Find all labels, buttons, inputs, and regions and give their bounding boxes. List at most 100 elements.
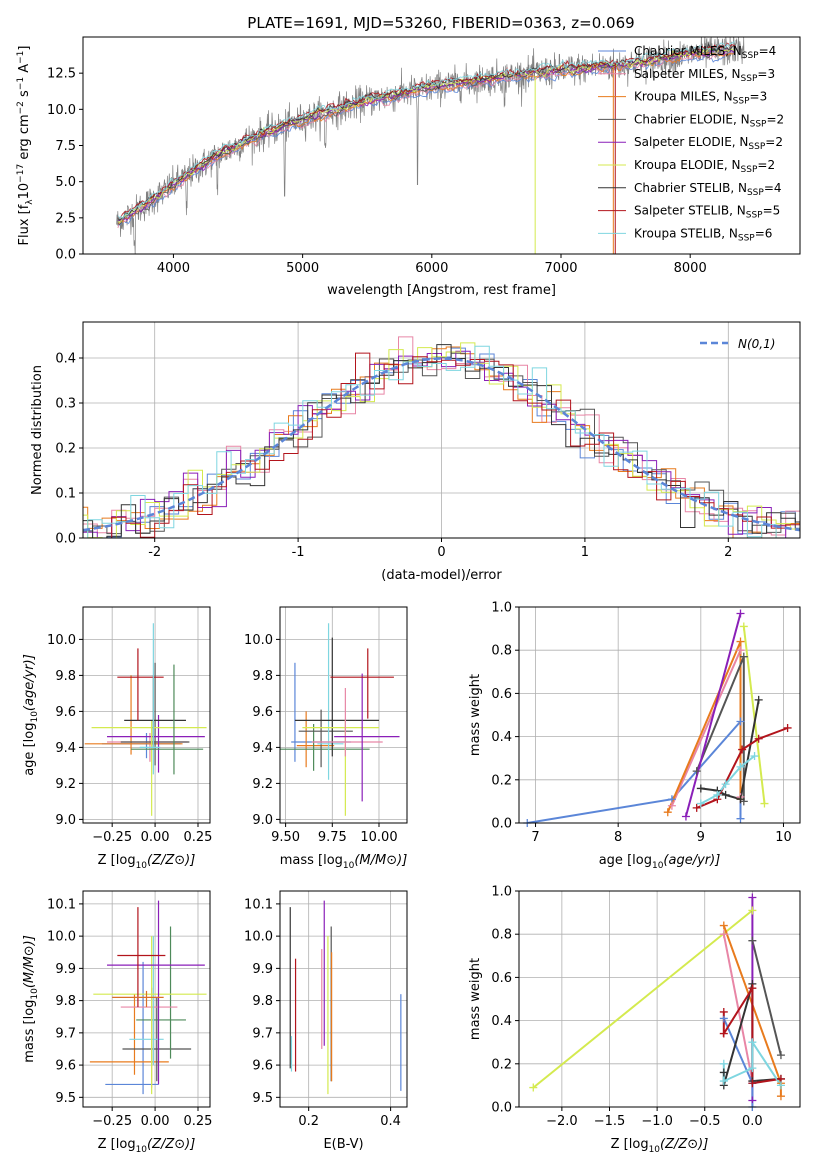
- weight-line-kroupa-elodie: [532, 909, 754, 1089]
- x-tick-label: 10: [775, 830, 792, 845]
- x-tick-label: 0.0: [742, 1114, 763, 1129]
- x-tick-label: −1.5: [594, 1114, 626, 1129]
- x-axis-label: Z [log10(Z/Z⊙)]: [98, 853, 196, 871]
- y-tick-label: 0.0: [491, 817, 512, 832]
- panel-age_vs_mass: 9.50 9.75 10.00 9.0 9.2 9.4 9.6 9.8 10.0 mass [lo…: [244, 606, 408, 871]
- weight-marker: [750, 752, 759, 761]
- weight-marker: [692, 767, 701, 776]
- y-tick-label: 0.6: [491, 687, 512, 702]
- weight-marker: [721, 790, 730, 799]
- x-tick-label: 0.4: [380, 1114, 401, 1129]
- weight-marker: [748, 984, 757, 993]
- y-tick-label: 5.0: [55, 175, 76, 190]
- legend-entry: Kroupa STELIB, NSSP=6: [634, 226, 772, 243]
- x-axis-label: mass [log10(M/M⊙)]: [280, 853, 408, 871]
- x-axis-label: Z [log10(Z/Z⊙)]: [98, 1137, 196, 1155]
- x-axis-label: age [log10(age/yr)]: [599, 853, 721, 871]
- weight-marker: [719, 1007, 728, 1016]
- y-tick-label: 9.7: [252, 1026, 273, 1041]
- axes-frame: [279, 606, 408, 824]
- histogram-kroupa-stelib: [83, 345, 800, 538]
- histogram-salpeter-stelib: [83, 352, 800, 538]
- y-tick-label: 9.6: [55, 705, 76, 720]
- panel-age_vs_Z: −0.25 0.00 0.25 9.0 9.2 9.4 9.6 9.8 10.0 Z [log10…: [22, 606, 212, 871]
- weight-marker: [719, 1068, 728, 1077]
- axes-frame: [82, 890, 211, 1108]
- weight-line-kroupa-elodie: [742, 626, 766, 804]
- weight-line-salpeter-miles: [670, 649, 742, 807]
- legend-entry: Kroupa MILES, NSSP=3: [634, 90, 767, 107]
- panel-massweight_vs_age: 7 8 9 10 0.0 0.2 0.4 0.6 0.8 1.0 age [log10(age/yr…: [468, 601, 801, 871]
- y-tick-label: 0.4: [55, 352, 76, 367]
- weight-marker: [748, 893, 757, 902]
- x-axis-label: wavelength [Angstrom, rest frame]: [327, 283, 556, 298]
- x-tick-label: 9.75: [318, 830, 347, 845]
- x-tick-label: 10.00: [360, 830, 397, 845]
- chart-title: PLATE=1691, MJD=53260, FIBERID=0363, z=0…: [247, 14, 634, 32]
- x-tick-label: −0.25: [92, 1114, 132, 1129]
- x-tick-label: 0.25: [184, 1114, 213, 1129]
- weight-marker: [760, 799, 769, 808]
- weight-marker: [748, 1079, 757, 1088]
- y-tick-label: 9.2: [252, 777, 273, 792]
- legend-entry: Chabrier MILES, NSSP=4: [634, 44, 776, 61]
- panel-spectrum: 4000 5000 6000 7000 8000 0.0 2.5 5.0 7.5 10.0 12.5…: [16, 14, 801, 298]
- axes-frame: [518, 890, 801, 1108]
- x-tick-label: 7: [531, 830, 539, 845]
- weight-marker: [736, 795, 745, 804]
- weight-marker: [719, 930, 728, 939]
- axes-frame: [82, 321, 801, 539]
- weight-marker: [681, 812, 690, 821]
- y-tick-label: 9.5: [55, 1091, 76, 1106]
- y-tick-label: 9.6: [55, 1059, 76, 1074]
- model-spectrum-kroupa-elodie: [117, 47, 736, 224]
- plot-area: [84, 623, 207, 816]
- weight-marker: [738, 745, 747, 754]
- y-axis-label: mass weight: [468, 674, 483, 756]
- weight-marker: [529, 1083, 538, 1092]
- axes-frame: [82, 36, 801, 255]
- weight-marker: [776, 1051, 785, 1060]
- histogram-kroupa-elodie: [83, 342, 800, 538]
- y-tick-label: 9.6: [252, 1059, 273, 1074]
- panel-massweight_vs_Z: −2.0 −1.5 −1.0 −0.5 0.0 0.0 0.2 0.4 0.6 0.8 1.0 Z […: [468, 885, 801, 1155]
- x-tick-label: 7000: [544, 261, 577, 276]
- y-tick-label: 0.8: [491, 644, 512, 659]
- y-tick-label: 9.9: [55, 962, 76, 977]
- legend-entry: N(0,1): [738, 337, 775, 351]
- x-axis-label: E(B-V): [323, 1137, 363, 1152]
- y-tick-label: 0.2: [55, 442, 76, 457]
- plot-area: [116, 37, 745, 254]
- y-tick-label: 9.8: [55, 994, 76, 1009]
- panel-residuals: -2 -1 0 1 2 0.0 0.1 0.2 0.3 0.4 N(0,1) (data-model)…: [30, 321, 801, 583]
- panel-mass_vs_ebv: 0.2 0.4 9.5 9.6 9.7 9.8 9.9 10.0 10.1 E(B-V): [244, 890, 408, 1152]
- histogram-chabrier-stelib: [83, 344, 800, 538]
- y-tick-label: 0.4: [491, 730, 512, 745]
- plot-area: [280, 623, 400, 816]
- y-tick-label: 10.0: [244, 633, 273, 648]
- y-tick-label: 9.4: [55, 741, 76, 756]
- y-tick-label: 0.2: [491, 773, 512, 788]
- y-tick-label: 0.0: [491, 1101, 512, 1116]
- legend-entry: Chabrier STELIB, NSSP=4: [634, 181, 782, 198]
- model-spectrum-chabrier-miles: [117, 51, 736, 227]
- y-axis-label: mass [log10(M/M⊙)]: [22, 935, 40, 1063]
- weight-line-kroupa-miles: [666, 641, 742, 813]
- x-tick-label: −0.5: [689, 1114, 721, 1129]
- weight-marker: [696, 799, 705, 808]
- x-tick-label: 8: [614, 830, 622, 845]
- weight-line-salpeter-elodie: [684, 613, 742, 817]
- weight-marker: [736, 637, 745, 646]
- y-tick-label: 1.0: [491, 885, 512, 900]
- y-tick-label: 9.4: [252, 741, 273, 756]
- weight-marker: [783, 723, 792, 732]
- x-tick-label: 0.00: [141, 1114, 170, 1129]
- weight-marker: [748, 906, 757, 915]
- legend-entry: Kroupa ELODIE, NSSP=2: [634, 158, 775, 175]
- x-tick-label: 8000: [674, 261, 707, 276]
- x-tick-label: 6000: [415, 261, 448, 276]
- y-tick-label: 9.8: [252, 994, 273, 1009]
- weight-marker: [748, 1038, 757, 1047]
- x-tick-label: −1.0: [641, 1114, 673, 1129]
